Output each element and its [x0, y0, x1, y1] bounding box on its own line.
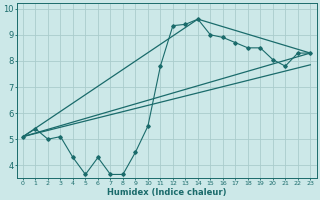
X-axis label: Humidex (Indice chaleur): Humidex (Indice chaleur)	[107, 188, 226, 197]
